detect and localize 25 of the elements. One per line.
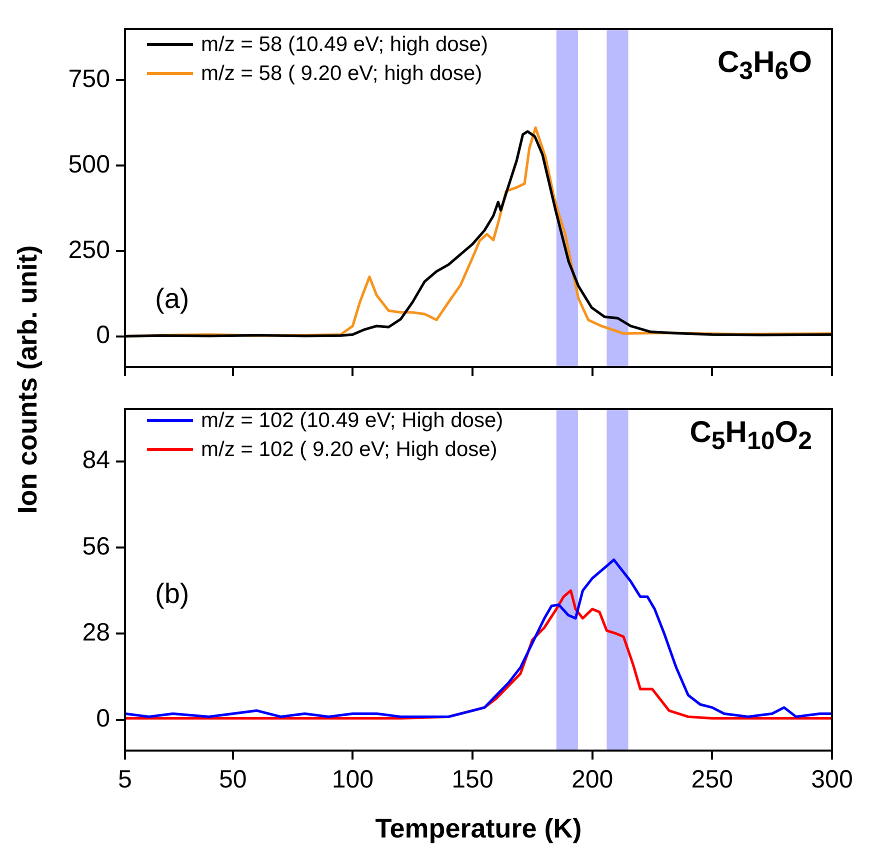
y-axis-title: Ion counts (arb. unit) bbox=[12, 244, 44, 514]
y-tick-label: 750 bbox=[68, 65, 110, 94]
y-tick-label: 0 bbox=[96, 321, 110, 350]
y-tick-label: 500 bbox=[68, 150, 110, 178]
x-tick-label: 50 bbox=[218, 765, 247, 794]
x-tick-label: 200 bbox=[571, 765, 614, 794]
y-tick-label: 250 bbox=[68, 236, 110, 264]
annotation: C$_{5}$H$_{10}$O$_{2}$ bbox=[690, 416, 812, 456]
legend-label: m/z = 102 (10.49 eV; High dose) bbox=[201, 408, 504, 434]
x-axis-title: Temperature (K) bbox=[375, 813, 582, 844]
x-tick-label: 5 bbox=[118, 765, 132, 794]
x-tick-label: 100 bbox=[332, 765, 374, 794]
y-tick-label: 56 bbox=[82, 532, 110, 560]
annotation: (a) bbox=[155, 283, 190, 315]
legend-label: m/z = 102 ( 9.20 eV; High dose) bbox=[201, 437, 498, 463]
x-tick-label: 150 bbox=[452, 765, 494, 794]
x-tick-label: 300 bbox=[811, 765, 853, 794]
legend-label: m/z = 58 ( 9.20 eV; high dose) bbox=[201, 61, 482, 87]
annotation: (b) bbox=[155, 578, 190, 610]
y-tick-label: 0 bbox=[96, 704, 110, 733]
legend-label: m/z = 58 (10.49 eV; high dose) bbox=[201, 32, 488, 58]
annotation: C$_{3}$H$_{6}$O bbox=[718, 46, 812, 86]
x-tick-label: 250 bbox=[691, 765, 734, 794]
y-tick-label: 84 bbox=[82, 446, 110, 474]
y-tick-label: 28 bbox=[82, 618, 110, 647]
